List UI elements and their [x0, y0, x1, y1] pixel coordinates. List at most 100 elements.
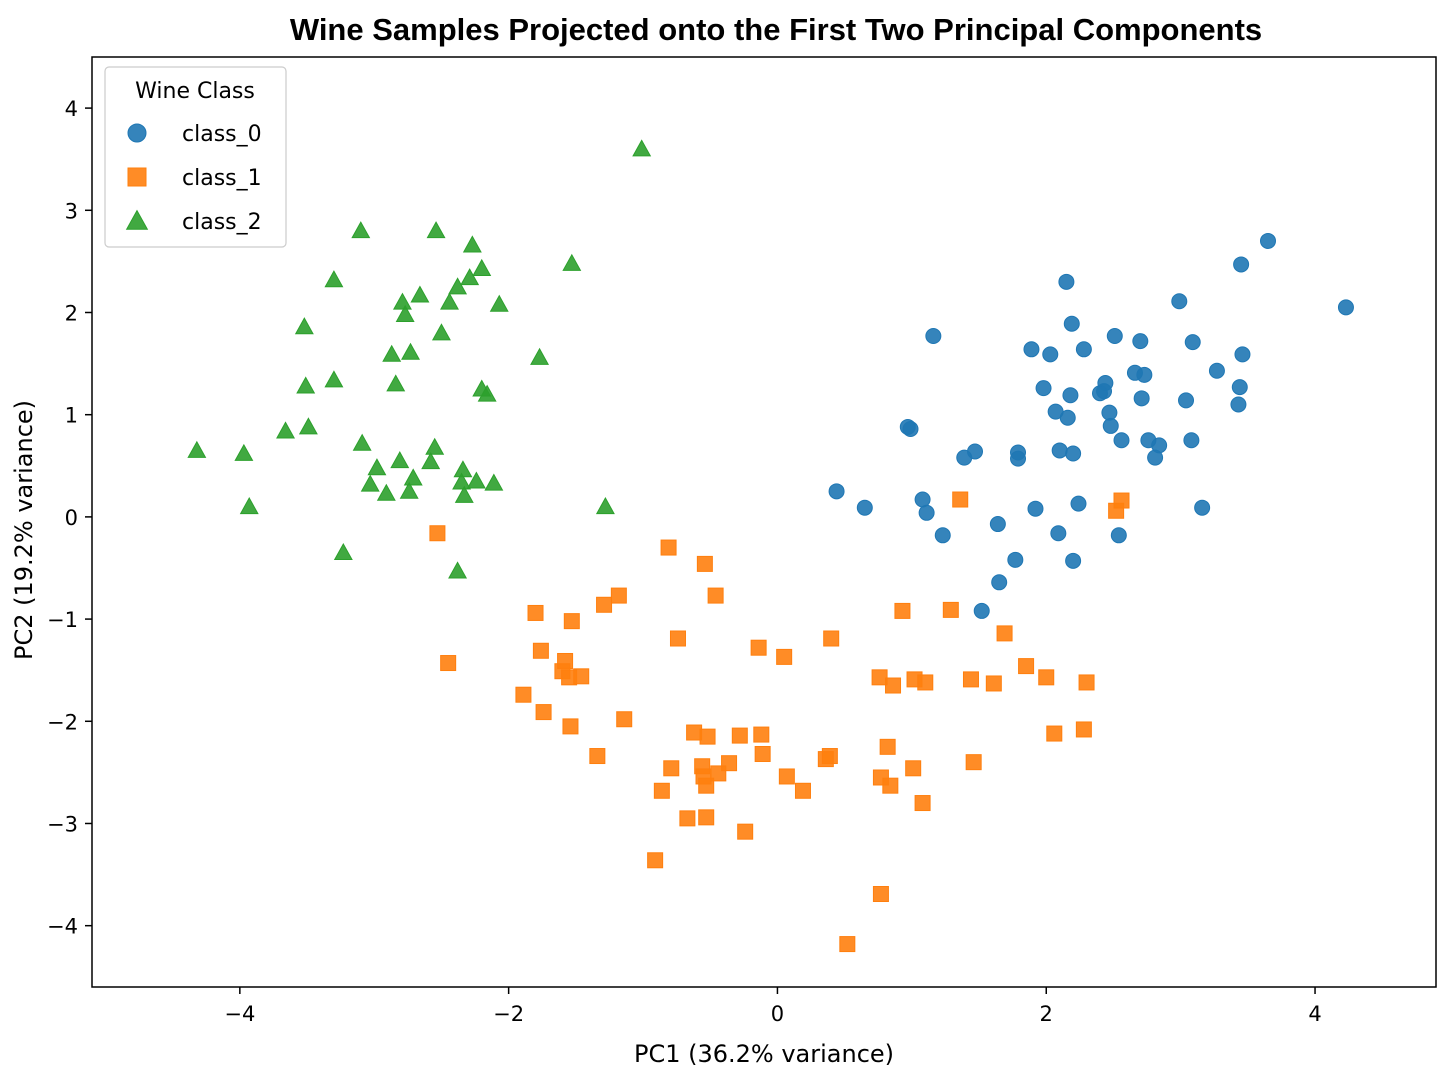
x-tick-label: 2	[1040, 1002, 1053, 1026]
point-class_2	[351, 221, 371, 239]
point-class_1	[698, 809, 715, 826]
point-class_0	[1102, 417, 1119, 434]
point-class_2	[382, 344, 402, 362]
point-class_2	[454, 485, 474, 503]
point-class_0	[1058, 273, 1075, 290]
point-class_1	[616, 711, 633, 728]
point-class_2	[452, 472, 472, 490]
point-class_1	[535, 704, 552, 721]
point-class_1	[721, 755, 738, 772]
point-class_2	[386, 374, 406, 392]
point-class_1	[562, 718, 579, 735]
point-class_2	[472, 258, 492, 276]
point-class_0	[1062, 387, 1079, 404]
point-class_1	[894, 602, 911, 619]
point-class_1	[1113, 492, 1130, 509]
point-class_2	[484, 473, 504, 491]
point-class_1	[753, 726, 770, 743]
legend-label-class_2: class_2	[182, 210, 262, 235]
point-class_1	[699, 728, 716, 745]
point-class_1	[698, 777, 715, 794]
y-axis-label: PC2 (19.2% variance)	[10, 400, 38, 660]
point-class_1	[965, 754, 982, 771]
y-tick-label: −3	[47, 812, 78, 836]
point-class_0	[1171, 293, 1188, 310]
y-axis-ticks: −4 −3 −2 −1 0 1 2 3 4	[47, 97, 92, 939]
legend-marker-class_1	[127, 167, 147, 187]
point-class_0	[956, 449, 973, 466]
point-class_2	[187, 440, 207, 458]
point-class_0	[1027, 500, 1044, 517]
point-class_1	[1018, 658, 1035, 675]
point-class_0	[1092, 385, 1108, 402]
point-class_2	[425, 437, 445, 455]
point-class_0	[1184, 334, 1201, 351]
point-class_2	[234, 443, 254, 461]
point-class_2	[453, 460, 473, 478]
point-class_1	[737, 823, 754, 840]
point-class_0	[1147, 449, 1164, 466]
point-class_2	[239, 497, 259, 515]
point-class_0	[989, 516, 1006, 533]
point-class_0	[1260, 232, 1276, 249]
point-class_1	[750, 639, 767, 656]
point-class_1	[557, 652, 574, 669]
point-class_1	[871, 669, 888, 686]
point-class_0	[1110, 527, 1127, 544]
point-class_1	[942, 601, 959, 618]
point-class_1	[647, 852, 664, 869]
point-class_1	[776, 648, 793, 665]
point-class_1	[962, 671, 979, 688]
data-points	[187, 139, 1354, 953]
point-class_2	[296, 376, 316, 394]
point-class_2	[294, 317, 314, 335]
point-class_1	[1075, 721, 1092, 738]
legend-entries: class_0 class_1 class_2	[125, 122, 262, 235]
point-class_2	[390, 451, 410, 469]
point-class_0	[1140, 432, 1157, 449]
point-class_2	[367, 458, 387, 476]
point-class_1	[596, 596, 613, 613]
point-class_0	[918, 504, 935, 521]
point-class_1	[872, 886, 889, 902]
x-tick-label: −4	[224, 1002, 255, 1026]
point-class_2	[410, 285, 430, 303]
point-class_1	[573, 668, 590, 685]
legend-marker-class_2	[125, 209, 149, 230]
legend: Wine Class class_0 class_1 class_2	[104, 66, 287, 248]
point-class_1	[669, 630, 686, 647]
point-class_0	[1113, 432, 1130, 449]
point-class_1	[914, 795, 931, 812]
point-class_1	[589, 748, 606, 765]
point-class_1	[754, 745, 771, 762]
point-class_0	[1132, 333, 1149, 350]
point-class_0	[973, 602, 990, 619]
point-class_1	[707, 587, 724, 604]
point-class_1	[610, 587, 627, 604]
point-class_0	[991, 574, 1008, 591]
point-class_0	[899, 418, 916, 435]
legend-label-class_1: class_1	[182, 166, 262, 191]
point-class_2	[431, 323, 451, 341]
point-class_1	[952, 491, 969, 508]
y-tick-label: 3	[65, 199, 78, 223]
point-class_2	[595, 497, 615, 515]
point-class_1	[879, 738, 896, 755]
point-class_0	[1231, 379, 1248, 396]
point-class_0	[1010, 450, 1027, 467]
point-class_1	[778, 768, 795, 785]
point-class_1	[515, 686, 532, 703]
point-class_1	[696, 555, 713, 572]
point-class_2	[360, 474, 380, 492]
point-class_1	[985, 675, 1002, 692]
point-class_1	[679, 810, 696, 827]
y-tick-label: −2	[47, 710, 78, 734]
point-class_2	[401, 342, 421, 360]
x-tick-label: 0	[771, 1002, 784, 1026]
point-class_2	[448, 277, 468, 295]
y-tick-label: −1	[47, 608, 78, 632]
point-class_0	[1007, 551, 1024, 568]
chart-title: Wine Samples Projected onto the First Tw…	[290, 12, 1262, 47]
point-class_2	[392, 292, 412, 310]
